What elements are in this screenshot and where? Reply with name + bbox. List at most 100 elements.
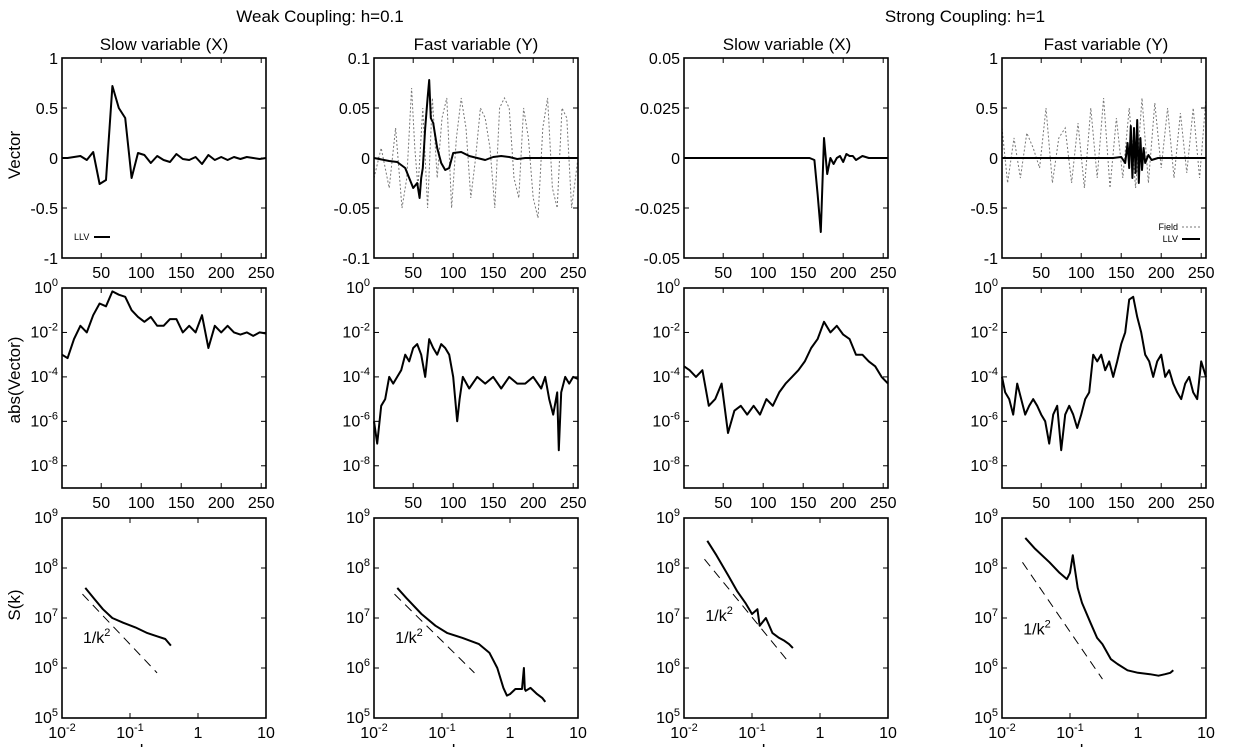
series-llv-line xyxy=(684,137,888,233)
y-tick-label: 10-2 xyxy=(30,321,58,341)
y-tick-label: 0 xyxy=(361,151,370,168)
y-tick-label: -0.05 xyxy=(334,201,371,218)
y-tick-label: 1 xyxy=(49,51,58,68)
y-tick-label: 106 xyxy=(346,657,370,677)
x-tick-label: 1 xyxy=(506,725,515,742)
x-tick-label: 50 xyxy=(404,265,422,282)
y-tick-label: 100 xyxy=(346,277,370,297)
group-title-strong: Strong Coupling: h=1 xyxy=(885,7,1045,26)
y-tick-label: 10-6 xyxy=(342,410,370,430)
y-tick-label: 100 xyxy=(656,277,680,297)
x-tick-label: 100 xyxy=(750,265,777,282)
panel-r0c3: 50 100 150 200 250 -1 -0.5 0 0.5 1 Field LLV xyxy=(970,51,1214,282)
x-tick-label: 50 xyxy=(404,495,422,512)
x-tick-label: 10-1 xyxy=(1056,722,1084,742)
x-tick-label: 10-1 xyxy=(428,722,456,742)
series-llv-line xyxy=(62,85,267,185)
x-tick-label: 10 xyxy=(1197,725,1215,742)
x-tick-label: 10-2 xyxy=(670,722,698,742)
y-tick-label: 106 xyxy=(34,657,58,677)
legend: Field LLV xyxy=(1158,222,1200,244)
x-tick-label: 50 xyxy=(714,265,732,282)
series-spectrum-line xyxy=(1024,537,1174,677)
y-tick-label: 109 xyxy=(656,507,680,527)
panel-r1c1: 50 100 150 200 250 10-8 10-6 10-4 10-2 100 xyxy=(342,277,586,512)
legend-label-llv: LLV xyxy=(74,232,89,242)
y-tick-label: -0.1 xyxy=(342,251,370,268)
x-tick-label: 200 xyxy=(208,265,235,282)
x-tick-label: 100 xyxy=(750,495,777,512)
panel-r0c2: 50 100 150 200 250 -0.05 -0.025 0 0.025 0.05 xyxy=(635,51,897,282)
series-field-line xyxy=(373,87,579,219)
panel-r2c0: 1/k2 10-2 10-1 1 10 105 106 107 108 109 k xyxy=(34,507,275,747)
y-tick-label: -0.5 xyxy=(970,201,998,218)
series-spectrum-line xyxy=(84,587,172,647)
column-title-3: Fast variable (Y) xyxy=(1044,35,1169,54)
y-tick-label: 108 xyxy=(346,557,370,577)
x-tick-label: 200 xyxy=(830,495,857,512)
y-tick-label: -0.05 xyxy=(644,251,681,268)
axes-frame xyxy=(373,287,579,489)
y-tick-label: 10-6 xyxy=(30,410,58,430)
x-tick-label: 150 xyxy=(480,265,507,282)
reference-slope-line xyxy=(394,593,475,674)
y-tick-label: 10-8 xyxy=(970,455,998,475)
legend-label-field: Field xyxy=(1158,222,1178,232)
y-tick-label: -1 xyxy=(984,251,998,268)
x-tick-label: 150 xyxy=(168,495,195,512)
x-tick-label: 10-2 xyxy=(360,722,388,742)
x-tick-label: 200 xyxy=(520,265,547,282)
y-tick-label: 10-2 xyxy=(342,321,370,341)
y-tick-label: 0.05 xyxy=(339,101,370,118)
axes-frame xyxy=(61,287,267,489)
y-tick-label: 10-6 xyxy=(970,410,998,430)
x-tick-label: 1 xyxy=(816,725,825,742)
panel-r1c2: 50 100 150 200 250 10-8 10-6 10-4 10-2 100 xyxy=(652,277,896,512)
y-tick-label: 10-2 xyxy=(970,321,998,341)
x-tick-label: 10-2 xyxy=(988,722,1016,742)
y-tick-label: -0.5 xyxy=(30,201,58,218)
x-tick-label: 150 xyxy=(790,265,817,282)
x-tick-label: 150 xyxy=(790,495,817,512)
axes-frame xyxy=(61,517,267,719)
y-tick-label: 10-8 xyxy=(342,455,370,475)
y-tick-label: 108 xyxy=(974,557,998,577)
y-tick-label: 10-8 xyxy=(30,455,58,475)
x-tick-label: 100 xyxy=(128,495,155,512)
y-tick-label: 1 xyxy=(989,51,998,68)
y-tick-label: 108 xyxy=(656,557,680,577)
x-tick-label: 250 xyxy=(870,495,897,512)
y-tick-label: -0.025 xyxy=(635,201,680,218)
panel-r2c2: 1/k2 10-2 10-1 1 10 105 106 107 108 109 k xyxy=(656,507,897,747)
x-tick-label: 200 xyxy=(520,495,547,512)
panel-r2c1: 1/k2 10-2 10-1 1 10 105 106 107 108 109 k xyxy=(346,507,587,747)
panel-r0c0: 50 100 150 200 250 -1 -0.5 0 0.5 1 LLV xyxy=(30,51,274,282)
series-llv-line xyxy=(61,290,267,360)
y-tick-label: 105 xyxy=(656,707,680,727)
series-spectrum-line xyxy=(706,540,794,649)
y-tick-label: 106 xyxy=(656,657,680,677)
y-tick-label: 105 xyxy=(34,707,58,727)
series-spectrum-line xyxy=(396,587,547,703)
x-tick-label: 150 xyxy=(1108,495,1135,512)
y-tick-label: 0 xyxy=(671,151,680,168)
x-tick-label: 250 xyxy=(560,495,587,512)
x-tick-label: 50 xyxy=(92,495,110,512)
y-tick-label: 107 xyxy=(346,607,370,627)
y-tick-label: 0.05 xyxy=(649,51,680,68)
x-axis-label: k xyxy=(140,741,149,747)
legend-label-llv: LLV xyxy=(1163,234,1178,244)
x-tick-label: 10 xyxy=(569,725,587,742)
x-axis-label: k xyxy=(452,741,461,747)
series-llv-line xyxy=(1001,295,1207,452)
x-tick-label: 250 xyxy=(248,495,275,512)
y-tick-label: 107 xyxy=(34,607,58,627)
y-tick-label: 106 xyxy=(974,657,998,677)
y-tick-label: 10-4 xyxy=(30,366,58,386)
panel-r1c0: 50 100 150 200 250 10-8 10-6 10-4 10-2 100 xyxy=(30,277,274,512)
x-tick-label: 10-1 xyxy=(116,722,144,742)
reference-slope-label: 1/k2 xyxy=(1023,619,1050,639)
x-tick-label: 50 xyxy=(92,265,110,282)
